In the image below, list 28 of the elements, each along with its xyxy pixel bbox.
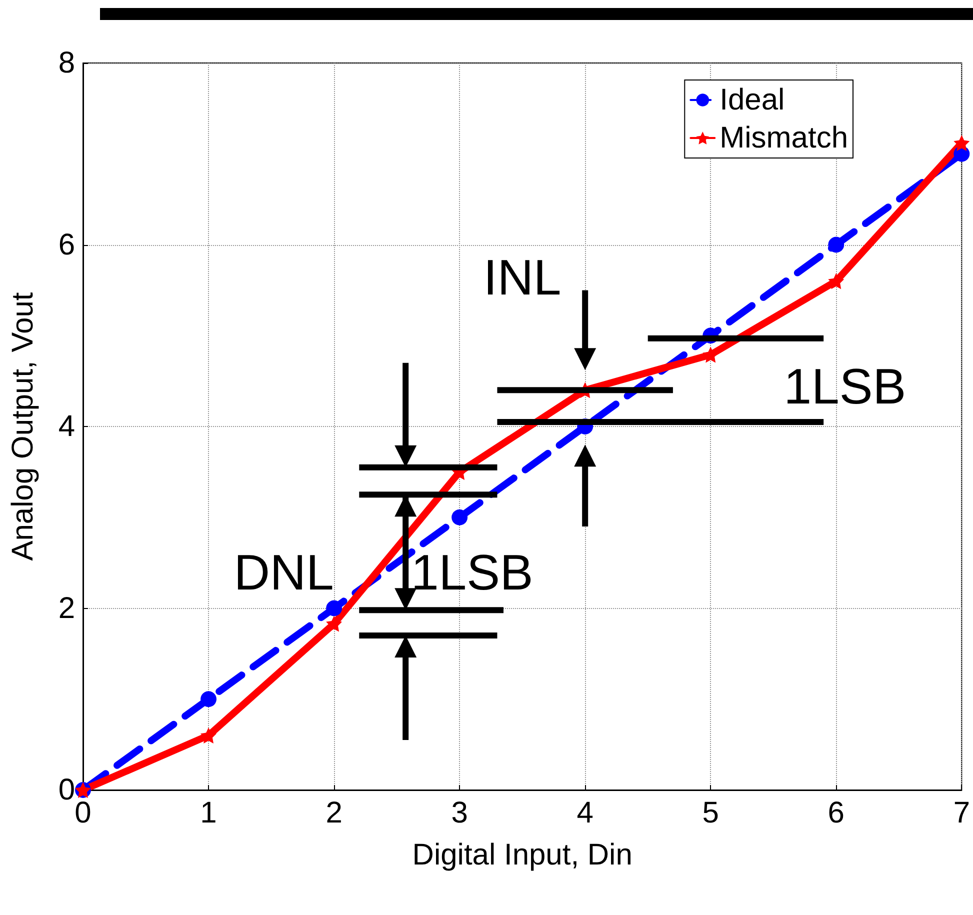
- legend-label: Mismatch: [720, 122, 848, 154]
- point: [326, 600, 342, 616]
- y-tick-label: 4: [58, 410, 75, 443]
- point: [200, 727, 217, 744]
- legend-label: Ideal: [720, 84, 785, 116]
- annotation: DNL: [234, 544, 334, 601]
- point: [954, 134, 970, 151]
- x-tick-label: 7: [953, 796, 970, 830]
- point: [828, 236, 844, 253]
- y-tick-label: 0: [58, 774, 75, 806]
- point: [828, 273, 844, 290]
- y-axis-title: Analog Output, Vout: [6, 292, 40, 561]
- x-tick-label: 3: [451, 796, 468, 830]
- x-tick-label: 4: [576, 796, 594, 830]
- annotation: 1LSB: [784, 358, 906, 414]
- point: [326, 616, 342, 632]
- y-tick-label: 6: [58, 228, 75, 262]
- x-tick-label: 2: [326, 796, 342, 830]
- y-tick-label: 8: [58, 46, 75, 80]
- x-axis-title: Digital Input, Din: [412, 838, 632, 872]
- point: [452, 509, 468, 526]
- point: [200, 691, 217, 708]
- annotation: 1LSB: [410, 544, 534, 601]
- x-tick-label: 5: [702, 796, 719, 830]
- annotation: INL: [483, 249, 562, 306]
- y-tick-label: 2: [58, 592, 75, 625]
- x-tick-label: 6: [828, 796, 844, 830]
- x-tick-label: 1: [200, 796, 217, 830]
